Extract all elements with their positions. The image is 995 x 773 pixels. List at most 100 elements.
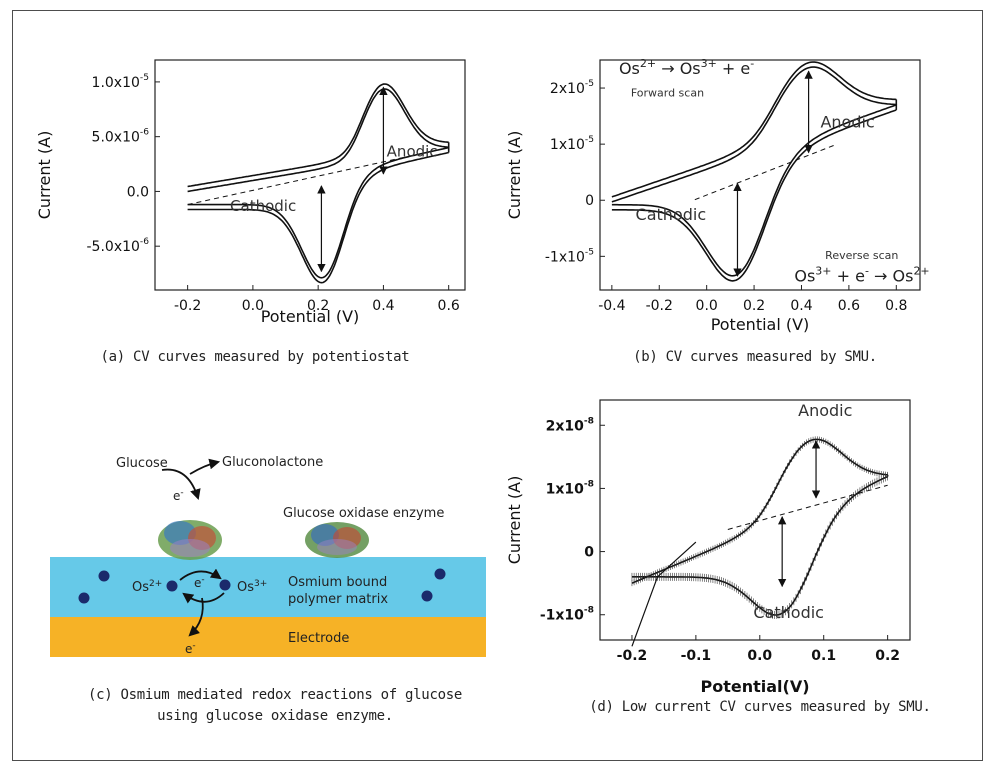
y-tick-label: 2x10-8	[546, 416, 594, 434]
y-tick-label: 0	[584, 545, 594, 561]
glucose-label: Glucose	[116, 456, 168, 471]
electron-label-mid: e-	[194, 575, 205, 590]
y-axis-label: Current (A)	[505, 131, 524, 220]
caption-c-line2: using glucose oxidase enzyme.	[157, 708, 393, 724]
diagram-panel-c: Glucose Gluconolactone e- Glucose oxidas…	[40, 440, 490, 665]
cv-forward-curve	[611, 61, 897, 198]
cv-reverse-curve	[611, 109, 897, 282]
x-tick-label: 0.6	[838, 298, 860, 314]
x-axis-label: Potential(V)	[700, 677, 809, 696]
forward-scan-label: Forward scan	[631, 86, 704, 99]
anodic-label: Anodic	[387, 142, 438, 160]
matrix-label-2: polymer matrix	[288, 592, 388, 607]
cv-baseline-dashed	[727, 484, 888, 530]
y-tick-label: 0.0	[127, 184, 149, 200]
electrode-layer	[50, 617, 486, 657]
osmium-dot	[434, 568, 446, 580]
x-tick-label: 0.4	[372, 298, 394, 314]
chart-panel-a: -0.2 0.0 0.2 0.4 0.6 1.0x10-5 5.0x10-6 0.0 -5.0x…	[30, 59, 470, 330]
cv-reverse-curve	[187, 151, 449, 284]
osmium-dot	[166, 580, 178, 592]
cv-reverse-curve	[611, 104, 897, 277]
x-tick-label: -0.4	[598, 298, 625, 314]
y-tick-label: 5.0x10-6	[92, 128, 150, 146]
x-tick-label: 0.2	[743, 298, 765, 314]
x-axis-label: Potential (V)	[711, 315, 810, 334]
cathodic-label: Cathodic	[230, 197, 296, 215]
osmium-dot	[98, 570, 110, 582]
chart-panel-b: -0.4 -0.2 0.0 0.2 0.4 0.6 0.8 2x10-5 1x10-5 0 -1x1…	[500, 57, 940, 340]
x-tick-label: -0.2	[646, 298, 673, 314]
caption-d: (d) Low current CV curves measured by SM…	[589, 699, 931, 715]
y-tick-label: 0	[585, 193, 594, 209]
x-tick-label: 0.0	[747, 648, 772, 664]
x-tick-label: 0.6	[438, 298, 460, 314]
chart-d-svg: -0.2 -0.1 0.0 0.1 0.2 2x10-8 1x10-8 0 -1x10-8 Pot…	[505, 399, 911, 696]
y-tick-label: -1x10-5	[545, 247, 594, 265]
x-tick-label: 0.8	[885, 298, 907, 314]
osmium-dot	[78, 592, 90, 604]
plot-frame	[154, 59, 466, 291]
y-tick-label: -1x10-8	[540, 606, 594, 624]
plot-frame	[599, 59, 921, 291]
enzyme-label: Glucose oxidase enzyme	[283, 506, 444, 521]
cv-forward-curve	[187, 83, 449, 188]
glucose-arrow	[161, 468, 201, 501]
redox-diagram: Glucose Gluconolactone e- Glucose oxidas…	[50, 455, 486, 657]
x-tick-label: -0.2	[174, 298, 201, 314]
y-tick-label: 2x10-5	[550, 79, 594, 97]
caption-a: (a) CV curves measured by potentiostat	[100, 349, 410, 365]
caption-c: (c) Osmium mediated redox reactions of g…	[60, 685, 490, 727]
chart-b-svg: -0.4 -0.2 0.0 0.2 0.4 0.6 0.8 2x10-5 1x10-5 0 -1x1…	[505, 57, 930, 334]
os3-label: Os3+	[237, 579, 267, 595]
electrode-label: Electrode	[288, 631, 349, 646]
x-tick-label: 0.0	[242, 298, 264, 314]
y-tick-label: 1x10-8	[546, 479, 594, 497]
y-tick-label: -5.0x10-6	[87, 237, 150, 255]
cv-forward-curve	[611, 66, 897, 203]
polymer-matrix-layer	[50, 557, 486, 617]
x-tick-label: 0.0	[696, 298, 718, 314]
chart-panel-d: -0.2 -0.1 0.0 0.1 0.2 2x10-8 1x10-8 0 -1x10-8 Pot…	[500, 399, 940, 700]
x-tick-label: 0.2	[307, 298, 329, 314]
x-axis-label: Potential (V)	[261, 307, 360, 326]
cathodic-label: Cathodic	[636, 205, 707, 224]
y-axis-label: Current (A)	[35, 131, 54, 220]
cv-initial-tail	[631, 541, 697, 647]
forward-reaction: Os2+ → Os3+ + e-	[619, 57, 754, 78]
y-tick-label: 1x10-5	[550, 135, 594, 153]
osmium-dot	[421, 590, 433, 602]
x-tick-label: -0.1	[681, 648, 712, 664]
y-axis-label: Current (A)	[505, 476, 524, 565]
cathodic-label: Cathodic	[753, 603, 824, 622]
reverse-scan-label: Reverse scan	[825, 249, 898, 262]
caption-c-line1: (c) Osmium mediated redox reactions of g…	[88, 687, 462, 703]
y-tick-label: 1.0x10-5	[92, 73, 149, 91]
os2-label: Os2+	[132, 579, 162, 595]
cv-forward-curve	[187, 88, 449, 193]
x-tick-label: 0.4	[790, 298, 812, 314]
caption-b: (b) CV curves measured by SMU.	[633, 349, 877, 365]
os-oxidation-arrow	[179, 568, 222, 581]
figure-frame	[12, 10, 983, 761]
x-tick-label: 0.1	[811, 648, 836, 664]
os-reduction-arrow	[182, 592, 225, 604]
anodic-label: Anodic	[798, 401, 852, 420]
plot-frame	[599, 399, 911, 641]
electrode-arrow	[188, 597, 204, 637]
x-tick-label: -0.2	[617, 648, 648, 664]
cv-baseline-dashed	[694, 143, 838, 201]
electron-label-top: e-	[173, 488, 184, 503]
enzyme-blob-left	[158, 520, 222, 560]
electron-label-bottom: e-	[185, 641, 196, 656]
reverse-reaction: Os3+ + e- → Os2+	[794, 265, 929, 286]
anodic-label: Anodic	[820, 112, 874, 131]
x-tick-label: 0.2	[875, 648, 900, 664]
matrix-label-1: Osmium bound	[288, 575, 387, 590]
chart-a-svg: -0.2 0.0 0.2 0.4 0.6 1.0x10-5 5.0x10-6 0.0 -5.0x…	[35, 59, 466, 326]
gluconolactone-arrow	[189, 458, 221, 475]
osmium-dot	[219, 579, 231, 591]
enzyme-blob-right	[305, 522, 369, 558]
cv-reverse-curve	[187, 146, 449, 279]
gluconolactone-label: Gluconolactone	[222, 455, 323, 470]
